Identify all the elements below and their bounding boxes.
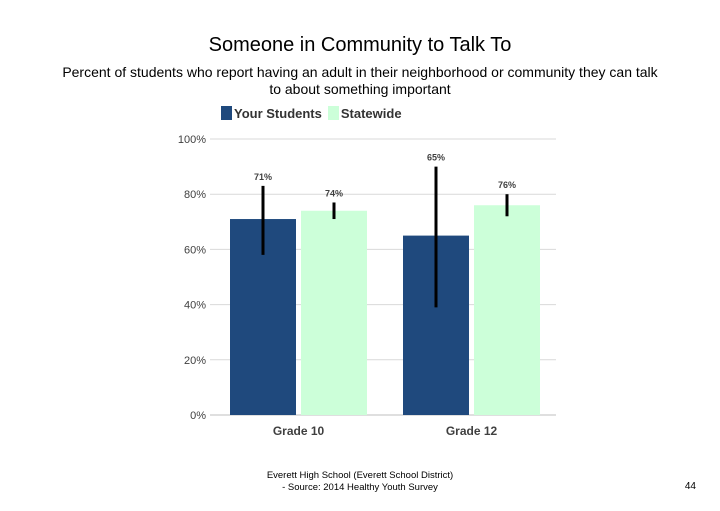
- footer: Everett High School (Everett School Dist…: [250, 470, 470, 494]
- data-label: 76%: [498, 180, 516, 190]
- page-number: 44: [684, 481, 696, 492]
- legend-label-statewide: Statewide: [340, 105, 402, 121]
- y-axis: 0% 20% 40% 60% 80% 100%: [178, 134, 206, 422]
- x-tick-label: Grade 12: [446, 424, 498, 438]
- y-tick-label: 20%: [184, 355, 206, 367]
- legend-label-your-students: Your Students: [234, 105, 322, 121]
- bars: [230, 205, 540, 415]
- y-tick-label: 60%: [184, 244, 206, 256]
- data-labels: 71% 74% 65% 76%: [254, 153, 516, 199]
- data-label: 65%: [427, 153, 445, 163]
- data-label: 71%: [254, 172, 272, 182]
- footer-source: - Source: 2014 Healthy Youth Survey: [282, 482, 438, 493]
- legend: Your Students Statewide: [221, 105, 408, 121]
- y-tick-label: 40%: [184, 300, 206, 312]
- bar: [301, 210, 367, 415]
- legend-item-your-students: Your Students: [221, 106, 322, 121]
- error-bars: [261, 166, 509, 308]
- x-axis: Grade 10 Grade 12: [273, 424, 498, 438]
- y-tick-label: 100%: [178, 134, 206, 146]
- y-tick-label: 80%: [184, 189, 206, 201]
- y-tick-label: 0%: [190, 410, 206, 422]
- legend-swatch-statewide: [327, 106, 339, 120]
- legend-swatch-your-students: [221, 106, 232, 120]
- legend-item-statewide: Statewide: [327, 105, 402, 121]
- data-label: 74%: [325, 188, 343, 198]
- chart-subtitle: Percent of students who report having an…: [62, 64, 658, 97]
- bar: [474, 205, 540, 415]
- x-tick-label: Grade 10: [273, 424, 325, 438]
- chart-title: Someone in Community to Talk To: [208, 34, 512, 56]
- footer-school: Everett High School (Everett School Dist…: [266, 470, 454, 481]
